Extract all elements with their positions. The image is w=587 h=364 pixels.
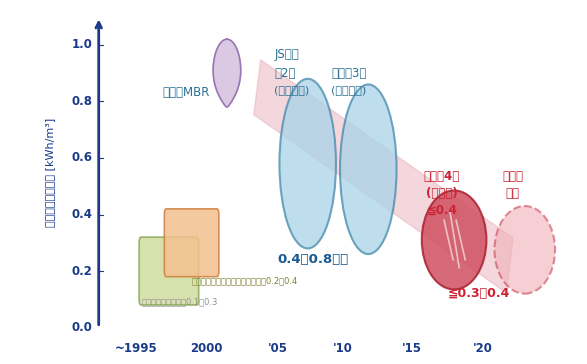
FancyBboxPatch shape xyxy=(164,209,219,277)
Text: 第2期: 第2期 xyxy=(274,67,296,80)
FancyBboxPatch shape xyxy=(139,237,198,305)
Text: 標準法の典型範囲：0.1～0.3: 標準法の典型範囲：0.1～0.3 xyxy=(141,298,218,306)
Text: 現行の: 現行の xyxy=(502,170,523,183)
Text: 消費電力量原単位 [kWh/m³]: 消費電力量原単位 [kWh/m³] xyxy=(45,118,55,227)
Text: 目標: 目標 xyxy=(505,187,519,200)
Ellipse shape xyxy=(279,79,336,249)
Text: JS共研: JS共研 xyxy=(274,48,299,61)
Text: 2000: 2000 xyxy=(191,342,223,355)
Text: ≦0.4: ≦0.4 xyxy=(427,204,457,217)
Text: 1.0: 1.0 xyxy=(72,38,93,51)
Text: ≦0.3～0.4: ≦0.3～0.4 xyxy=(448,287,511,300)
Text: '10: '10 xyxy=(333,342,353,355)
Ellipse shape xyxy=(422,190,487,289)
Text: '05: '05 xyxy=(268,342,288,355)
Ellipse shape xyxy=(340,84,397,254)
Ellipse shape xyxy=(494,206,555,294)
Text: '15: '15 xyxy=(402,342,421,355)
Text: 0.4～0.8程度: 0.4～0.8程度 xyxy=(277,253,348,266)
Text: 0.8: 0.8 xyxy=(72,95,93,108)
Text: 0.6: 0.6 xyxy=(72,151,93,165)
Text: 生物学的窒素除去法の典型範囲：0.2～0.4: 生物学的窒素除去法の典型範囲：0.2～0.4 xyxy=(191,276,298,285)
Text: 0.4: 0.4 xyxy=(72,208,93,221)
Text: '20: '20 xyxy=(473,342,492,355)
Text: ~1995: ~1995 xyxy=(114,342,157,355)
Text: (コスト減): (コスト減) xyxy=(274,85,309,95)
Text: 初期のMBR: 初期のMBR xyxy=(163,86,210,99)
Polygon shape xyxy=(213,39,241,107)
Text: 同・第3期: 同・第3期 xyxy=(331,67,366,80)
Text: (大規模化): (大規模化) xyxy=(331,85,366,95)
Text: 0.2: 0.2 xyxy=(72,265,93,277)
Text: 0.0: 0.0 xyxy=(72,321,93,334)
Text: 同・第4期: 同・第4期 xyxy=(424,170,460,183)
Text: (省エネ): (省エネ) xyxy=(426,187,458,200)
Polygon shape xyxy=(254,60,513,293)
